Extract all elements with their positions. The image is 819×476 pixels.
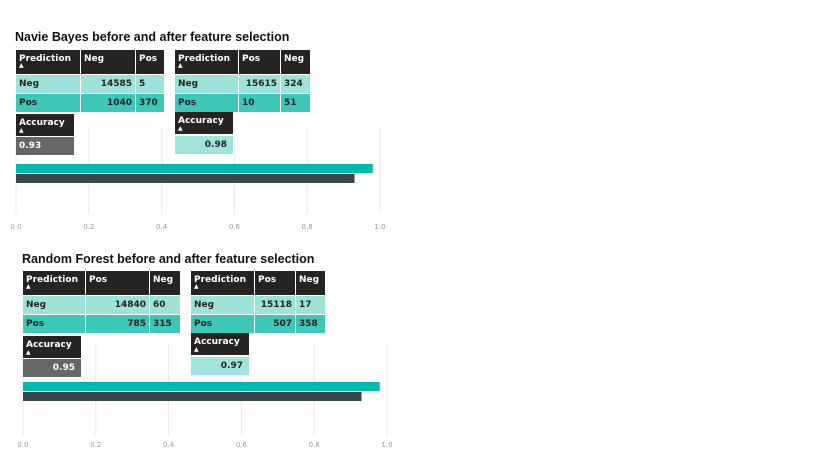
x-tick-label: 0.2 bbox=[83, 223, 94, 231]
table-cell: 1040 bbox=[81, 94, 135, 112]
header-col-1[interactable]: Pos bbox=[255, 271, 295, 295]
sort-up-icon: ▲ bbox=[26, 283, 31, 290]
header-prediction[interactable]: Prediction ▲ bbox=[16, 50, 80, 74]
x-tick-label: 0.8 bbox=[309, 441, 320, 449]
header-col-2[interactable]: Pos bbox=[136, 50, 164, 74]
header-prediction[interactable]: Prediction ▲ bbox=[175, 50, 238, 74]
header-col-2[interactable]: Neg bbox=[150, 271, 180, 295]
row-label: Neg bbox=[175, 75, 238, 93]
table-cell: 15615 bbox=[239, 75, 280, 93]
table-cell: 15118 bbox=[255, 296, 295, 314]
sort-up-icon: ▲ bbox=[178, 62, 183, 69]
row-label: Pos bbox=[16, 94, 80, 112]
header-col-1[interactable]: Pos bbox=[86, 271, 149, 295]
accuracy-header[interactable]: Accuracy ▲ bbox=[23, 336, 81, 358]
x-tick-label: 0.0 bbox=[17, 441, 28, 449]
row-label: Pos bbox=[23, 315, 85, 333]
row-label: Neg bbox=[23, 296, 85, 314]
table-cell: 358 bbox=[296, 315, 325, 333]
x-tick-label: 0.4 bbox=[163, 441, 175, 449]
accuracy-value: 0.98 bbox=[175, 136, 233, 154]
header-prediction[interactable]: Prediction ▲ bbox=[191, 271, 254, 295]
sort-up-icon: ▲ bbox=[19, 62, 24, 69]
table-cell: 17 bbox=[296, 296, 325, 314]
accuracy-header[interactable]: Accuracy ▲ bbox=[16, 114, 74, 136]
panel-title: Navie Bayes before and after feature sel… bbox=[15, 30, 290, 44]
accuracy-header[interactable]: Accuracy ▲ bbox=[175, 112, 233, 134]
accuracy-value: 0.93 bbox=[16, 137, 74, 155]
x-tick-label: 0.4 bbox=[156, 223, 168, 231]
bar-series-1[interactable] bbox=[23, 382, 380, 391]
x-tick-label: 1.0 bbox=[374, 223, 385, 231]
naive-bayes-bar-chart: 0.0 0.2 0.4 0.6 0.8 1.0 bbox=[10, 128, 386, 231]
header-prediction[interactable]: Prediction ▲ bbox=[23, 271, 85, 295]
x-tick-label: 0.8 bbox=[302, 223, 313, 231]
row-label: Pos bbox=[175, 94, 238, 112]
sort-up-icon: ▲ bbox=[178, 125, 183, 132]
x-tick-label: 0.2 bbox=[90, 441, 101, 449]
x-tick-label: 0.6 bbox=[236, 441, 248, 449]
table-cell: 315 bbox=[150, 315, 180, 333]
sort-up-icon: ▲ bbox=[194, 346, 199, 353]
naive-bayes-panel: 0.0 0.2 0.4 0.6 0.8 1.0 Navie Bayes before an… bbox=[0, 0, 400, 231]
row-label: Neg bbox=[16, 75, 80, 93]
table-cell: 14840 bbox=[86, 296, 149, 314]
accuracy-header[interactable]: Accuracy ▲ bbox=[191, 333, 249, 355]
sort-up-icon: ▲ bbox=[194, 283, 199, 290]
table-cell: 10 bbox=[239, 94, 280, 112]
panel-title: Random Forest before and after feature s… bbox=[22, 252, 315, 266]
table-cell: 14585 bbox=[81, 75, 135, 93]
bar-series-1[interactable] bbox=[16, 164, 373, 173]
table-cell: 507 bbox=[255, 315, 295, 333]
bar-series-2[interactable] bbox=[23, 392, 362, 401]
random-forest-panel: 0.0 0.2 0.4 0.6 0.8 1.0 Random Forest before … bbox=[0, 222, 400, 452]
x-tick-label: 0.0 bbox=[10, 223, 21, 231]
header-col-1[interactable]: Neg bbox=[81, 50, 135, 74]
x-tick-label: 1.0 bbox=[381, 441, 392, 449]
table-cell: 324 bbox=[281, 75, 310, 93]
sort-up-icon: ▲ bbox=[26, 349, 31, 356]
table-cell: 60 bbox=[150, 296, 180, 314]
row-label: Neg bbox=[191, 296, 254, 314]
accuracy-value: 0.97 bbox=[191, 357, 249, 375]
row-label: Pos bbox=[191, 315, 254, 333]
bar-series-2[interactable] bbox=[16, 174, 355, 183]
table-cell: 5 bbox=[136, 75, 164, 93]
accuracy-value: 0.95 bbox=[23, 359, 81, 377]
sort-up-icon: ▲ bbox=[19, 127, 24, 134]
table-cell: 51 bbox=[281, 94, 310, 112]
table-cell: 370 bbox=[136, 94, 164, 112]
header-col-2[interactable]: Neg bbox=[281, 50, 310, 74]
x-tick-label: 0.6 bbox=[229, 223, 241, 231]
header-col-2[interactable]: Neg bbox=[296, 271, 325, 295]
header-col-1[interactable]: Pos bbox=[239, 50, 280, 74]
random-forest-bar-chart: 0.0 0.2 0.4 0.6 0.8 1.0 bbox=[17, 344, 393, 449]
table-cell: 785 bbox=[86, 315, 149, 333]
